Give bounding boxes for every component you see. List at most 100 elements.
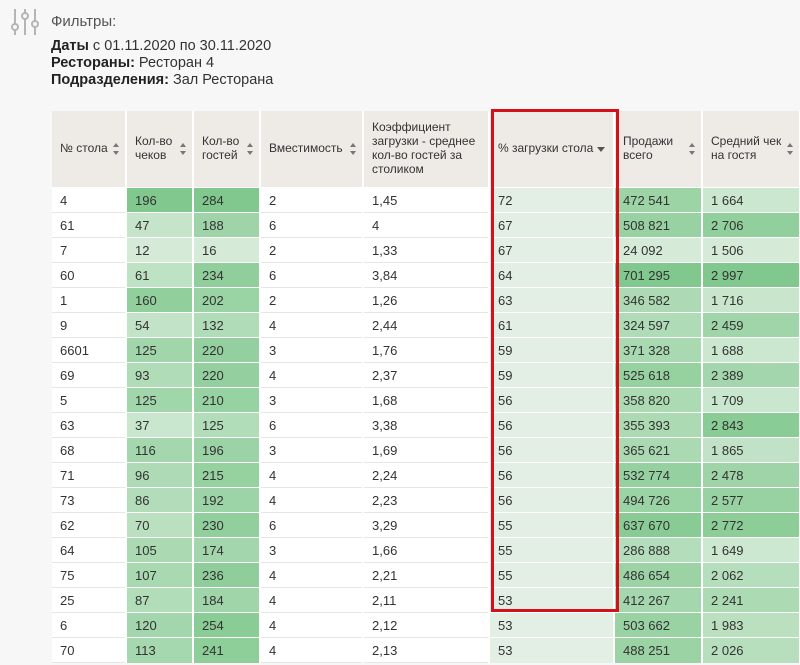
cell-checks: 125 — [126, 387, 194, 413]
sort-arrows-icon[interactable] — [247, 143, 253, 155]
filters-title: Фильтры: — [51, 13, 117, 30]
table-row[interactable]: 9 54 132 4 2,44 61 324 597 2 459 — [52, 312, 800, 338]
table-row[interactable]: 70 113 241 4 2,13 53 488 251 2 026 — [52, 637, 800, 663]
cell-checks: 86 — [126, 487, 194, 513]
cell-capacity: 4 — [260, 637, 364, 663]
cell-capacity: 4 — [260, 587, 364, 613]
cell-checks: 107 — [126, 562, 194, 588]
cell-guests: 254 — [193, 612, 261, 638]
cell-checks: 93 — [126, 362, 194, 388]
cell-coefficient: 3,29 — [363, 512, 490, 538]
sort-arrows-icon[interactable] — [787, 143, 793, 155]
cell-load-percent: 56 — [489, 437, 615, 463]
col-load-coefficient[interactable]: Коэффициент загрузки - среднее кол-во го… — [363, 111, 490, 188]
sort-arrows-icon[interactable] — [113, 143, 119, 155]
cell-guests: 215 — [193, 462, 261, 488]
sort-arrows-icon[interactable] — [180, 143, 186, 155]
col-avg-check[interactable]: Средний чек на гостя — [702, 111, 800, 188]
cell-sales: 532 774 — [614, 462, 703, 488]
table-row[interactable]: 64 105 174 3 1,66 55 286 888 1 649 — [52, 537, 800, 563]
filter-restaurants-label: Рестораны: — [51, 55, 135, 71]
cell-capacity: 3 — [260, 337, 364, 363]
table-row[interactable]: 61 47 188 6 4 67 508 821 2 706 — [52, 212, 800, 238]
cell-coefficient: 1,33 — [363, 237, 490, 263]
filter-dates-label: Даты — [51, 38, 89, 54]
table-row[interactable]: 5 125 210 3 1,68 56 358 820 1 709 — [52, 387, 800, 413]
cell-load-percent: 67 — [489, 212, 615, 238]
cell-load-percent: 53 — [489, 587, 615, 613]
table-row[interactable]: 75 107 236 4 2,21 55 486 654 2 062 — [52, 562, 800, 588]
col-capacity[interactable]: Вместимость — [260, 111, 364, 188]
table-row[interactable]: 7 12 16 2 1,33 67 24 092 1 506 — [52, 237, 800, 263]
col-label: Кол-во чеков — [135, 134, 173, 162]
cell-sales: 355 393 — [614, 412, 703, 438]
cell-table-number: 9 — [52, 312, 127, 338]
table-row[interactable]: 68 116 196 3 1,69 56 365 621 1 865 — [52, 437, 800, 463]
col-label: % загрузки стола — [498, 141, 594, 156]
cell-table-number: 6 — [52, 612, 127, 638]
table-row[interactable]: 6 120 254 4 2,12 53 503 662 1 983 — [52, 612, 800, 638]
table-row[interactable]: 60 61 234 6 3,84 64 701 295 2 997 — [52, 262, 800, 288]
table-row[interactable]: 1 160 202 2 1,26 63 346 582 1 716 — [52, 287, 800, 313]
cell-avg-check: 1 709 — [702, 387, 800, 413]
cell-table-number: 70 — [52, 637, 127, 663]
sort-arrows-icon[interactable] — [689, 143, 695, 155]
cell-avg-check: 2 478 — [702, 462, 800, 488]
table-row[interactable]: 25 87 184 4 2,11 53 412 267 2 241 — [52, 587, 800, 613]
col-sales-total[interactable]: Продажи всего — [614, 111, 703, 188]
cell-coefficient: 3,38 — [363, 412, 490, 438]
cell-table-number: 64 — [52, 537, 127, 563]
table-row[interactable]: 63 37 125 6 3,38 56 355 393 2 843 — [52, 412, 800, 438]
table-row[interactable]: 62 70 230 6 3,29 55 637 670 2 772 — [52, 512, 800, 538]
cell-checks: 120 — [126, 612, 194, 638]
cell-checks: 160 — [126, 287, 194, 313]
cell-avg-check: 2 997 — [702, 262, 800, 288]
sort-desc-icon[interactable] — [597, 147, 605, 152]
cell-capacity: 2 — [260, 237, 364, 263]
cell-capacity: 4 — [260, 562, 364, 588]
col-label: Продажи всего — [623, 134, 674, 162]
cell-avg-check: 1 716 — [702, 287, 800, 313]
cell-load-percent: 56 — [489, 412, 615, 438]
table-body: 4 196 284 2 1,45 72 472 541 1 664 61 47 188 6 4 67 508… — [52, 187, 800, 663]
cell-checks: 61 — [126, 262, 194, 288]
cell-avg-check: 1 649 — [702, 537, 800, 563]
sort-arrows-icon[interactable] — [350, 143, 356, 155]
cell-coefficient: 4 — [363, 212, 490, 238]
cell-coefficient: 1,45 — [363, 187, 490, 213]
cell-capacity: 4 — [260, 312, 364, 338]
table-row[interactable]: 73 86 192 4 2,23 56 494 726 2 577 — [52, 487, 800, 513]
cell-avg-check: 2 459 — [702, 312, 800, 338]
filter-divisions-value: Зал Ресторана — [168, 72, 274, 88]
cell-guests: 16 — [193, 237, 261, 263]
cell-load-percent: 56 — [489, 462, 615, 488]
cell-load-percent: 55 — [489, 512, 615, 538]
filter-divisions: Подразделения: Зал Ресторана — [51, 72, 273, 88]
cell-coefficient: 1,66 — [363, 537, 490, 563]
cell-load-percent: 55 — [489, 562, 615, 588]
table-row[interactable]: 4 196 284 2 1,45 72 472 541 1 664 — [52, 187, 800, 213]
cell-guests: 174 — [193, 537, 261, 563]
col-table-number[interactable]: № стола — [52, 111, 127, 188]
cell-avg-check: 1 664 — [702, 187, 800, 213]
table-row[interactable]: 71 96 215 4 2,24 56 532 774 2 478 — [52, 462, 800, 488]
filter-dates: Даты с 01.11.2020 по 30.11.2020 — [51, 38, 271, 54]
cell-table-number: 71 — [52, 462, 127, 488]
table-row[interactable]: 69 93 220 4 2,37 59 525 618 2 389 — [52, 362, 800, 388]
cell-sales: 24 092 — [614, 237, 703, 263]
cell-load-percent: 67 — [489, 237, 615, 263]
sliders-icon[interactable] — [10, 7, 40, 37]
table-row[interactable]: 6601 125 220 3 1,76 59 371 328 1 688 — [52, 337, 800, 363]
cell-coefficient: 2,24 — [363, 462, 490, 488]
cell-coefficient: 2,12 — [363, 612, 490, 638]
col-checks-count[interactable]: Кол-во чеков — [126, 111, 194, 188]
filter-dates-value: с 01.11.2020 по 30.11.2020 — [88, 38, 272, 54]
cell-coefficient: 1,68 — [363, 387, 490, 413]
cell-sales: 358 820 — [614, 387, 703, 413]
cell-sales: 503 662 — [614, 612, 703, 638]
cell-sales: 346 582 — [614, 287, 703, 313]
col-load-percent[interactable]: % загрузки стола — [489, 111, 615, 188]
cell-table-number: 7 — [52, 237, 127, 263]
col-guests-count[interactable]: Кол-во гостей — [193, 111, 261, 188]
cell-guests: 220 — [193, 337, 261, 363]
